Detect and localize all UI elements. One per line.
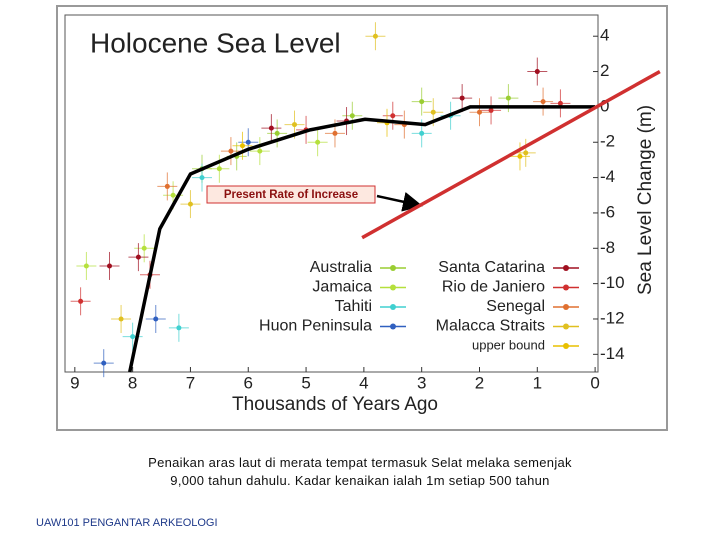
point [476, 109, 482, 115]
point [153, 316, 159, 322]
point [107, 263, 113, 269]
legend-label: Australia [310, 259, 372, 276]
point [176, 325, 182, 331]
x-tick-label: 7 [186, 373, 195, 392]
chart: Holocene Sea Level Thousands of Years Ag… [56, 5, 668, 431]
point [118, 316, 124, 322]
point [523, 150, 529, 156]
legend-label: Rio de Janiero [442, 279, 545, 296]
caption-line: 9,000 tahun dahulu. Kadar kenaikan ialah… [170, 473, 550, 488]
legend-label: Tahiti [335, 298, 372, 315]
point [187, 201, 193, 207]
y-tick-label: -10 [600, 273, 625, 292]
point [101, 360, 107, 366]
annotation: Present Rate of Increase [224, 189, 358, 201]
legend-label: Malacca Straits [436, 318, 545, 335]
point [505, 95, 511, 101]
point [268, 125, 274, 131]
trend-line [361, 70, 661, 240]
y-tick-label: -6 [600, 202, 615, 221]
point [557, 100, 563, 106]
x-tick-label: 2 [475, 373, 484, 392]
x-tick-label: 1 [533, 373, 542, 392]
legend-label: Jamaica [312, 279, 372, 296]
annotation-arrow [376, 192, 423, 212]
y-tick-label: 0 [600, 96, 609, 115]
point [199, 175, 205, 181]
y-tick-label: -12 [600, 308, 625, 327]
legend-label: upper bound [472, 337, 545, 352]
x-tick-label: 8 [128, 373, 137, 392]
x-tick-label: 3 [417, 373, 426, 392]
legend-label: Santa Catarina [438, 259, 545, 276]
point [135, 254, 141, 260]
legend-marker [563, 265, 569, 271]
legend-marker [563, 304, 569, 310]
point [83, 263, 89, 269]
point [390, 113, 396, 119]
legend-marker [563, 284, 569, 291]
footer: UAW101 PENGANTAR ARKEOLOGI [36, 517, 218, 529]
y-tick-label: -4 [600, 167, 615, 186]
point [239, 143, 245, 149]
point [292, 122, 298, 128]
point [315, 139, 321, 145]
legend-label: Senegal [486, 298, 545, 315]
legend-marker [390, 284, 396, 291]
y-tick-label: 4 [600, 26, 609, 45]
point [419, 130, 425, 136]
legend-marker [390, 265, 396, 271]
point [430, 109, 436, 115]
point [170, 192, 176, 198]
legend-marker [390, 304, 396, 310]
x-tick-label: 6 [244, 373, 253, 392]
trend-line [128, 105, 596, 373]
point [245, 139, 251, 145]
y-tick-label: 2 [600, 61, 609, 80]
point [517, 153, 523, 159]
point [349, 113, 355, 119]
point [488, 107, 494, 113]
point [372, 33, 378, 39]
y-tick-label: -8 [600, 238, 615, 257]
point [130, 334, 136, 340]
point [534, 69, 540, 75]
x-tick-label: 5 [301, 373, 310, 392]
legend-marker [390, 323, 396, 330]
point [540, 99, 546, 105]
y-axis-title: Sea Level Change (m) [635, 105, 656, 295]
point [419, 99, 425, 105]
chart-title: Holocene Sea Level [90, 27, 341, 58]
point [141, 245, 147, 251]
x-tick-label: 9 [70, 373, 79, 392]
legend-label: Huon Peninsula [259, 318, 372, 335]
point [228, 148, 234, 154]
legend-marker [563, 343, 569, 349]
point [257, 148, 263, 154]
point [274, 130, 280, 136]
y-tick-label: -14 [600, 344, 625, 363]
x-axis-title: Thousands of Years Ago [232, 394, 438, 415]
y-tick-label: -2 [600, 132, 615, 151]
x-tick-label: 4 [359, 373, 368, 392]
annotation-box [206, 185, 376, 204]
caption-line: Penaikan aras laut di merata tempat term… [148, 455, 572, 470]
point [216, 166, 222, 172]
point [459, 95, 465, 101]
point [78, 298, 84, 304]
legend-marker [563, 323, 569, 330]
point [164, 183, 170, 189]
point [332, 130, 338, 136]
x-tick-label: 0 [590, 373, 599, 392]
